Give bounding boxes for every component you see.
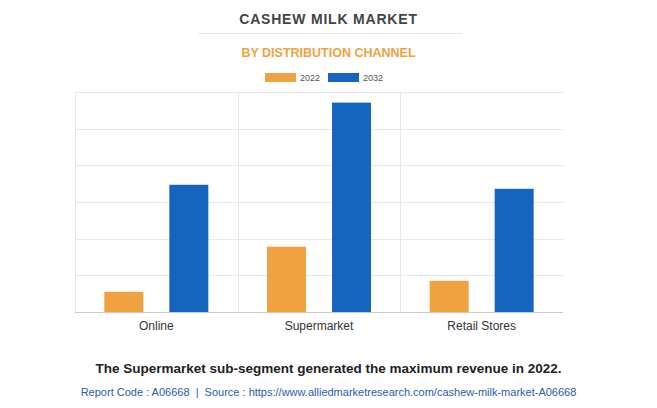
x-tick-label: Supermarket xyxy=(285,319,354,333)
title-rule xyxy=(198,33,462,34)
source: Report Code : A06668 | Source : https://… xyxy=(81,386,577,398)
grid-line xyxy=(75,92,563,93)
bar xyxy=(104,292,143,312)
category-separator xyxy=(400,92,401,312)
legend-label: 2022 xyxy=(300,73,320,83)
x-tick-label: Retail Stores xyxy=(447,319,516,333)
subtitle: BY DISTRIBUTION CHANNEL xyxy=(241,46,415,60)
grid-line xyxy=(75,165,563,166)
legend-label: 2032 xyxy=(363,73,383,83)
chart-svg: CASHEW MILK MARKET BY DISTRIBUTION CHANNE… xyxy=(0,0,657,408)
grid-line xyxy=(75,129,563,130)
category-separator xyxy=(75,92,76,312)
grid-line xyxy=(75,312,563,313)
grid-line xyxy=(75,275,563,276)
caption: The Supermarket sub-segment generated th… xyxy=(96,361,562,376)
bar xyxy=(332,103,371,312)
legend-swatch xyxy=(328,73,359,82)
x-tick-label: Online xyxy=(139,319,174,333)
grid-line xyxy=(75,202,563,203)
bars xyxy=(104,103,533,312)
bar xyxy=(169,185,208,312)
chart-container: CASHEW MILK MARKET BY DISTRIBUTION CHANNE… xyxy=(0,0,657,408)
bar xyxy=(267,247,306,312)
bar xyxy=(495,189,534,312)
grid-line xyxy=(75,239,563,240)
legend-swatch xyxy=(265,73,296,82)
title: CASHEW MILK MARKET xyxy=(239,11,418,27)
bar xyxy=(430,281,469,312)
category-separator xyxy=(238,92,239,312)
